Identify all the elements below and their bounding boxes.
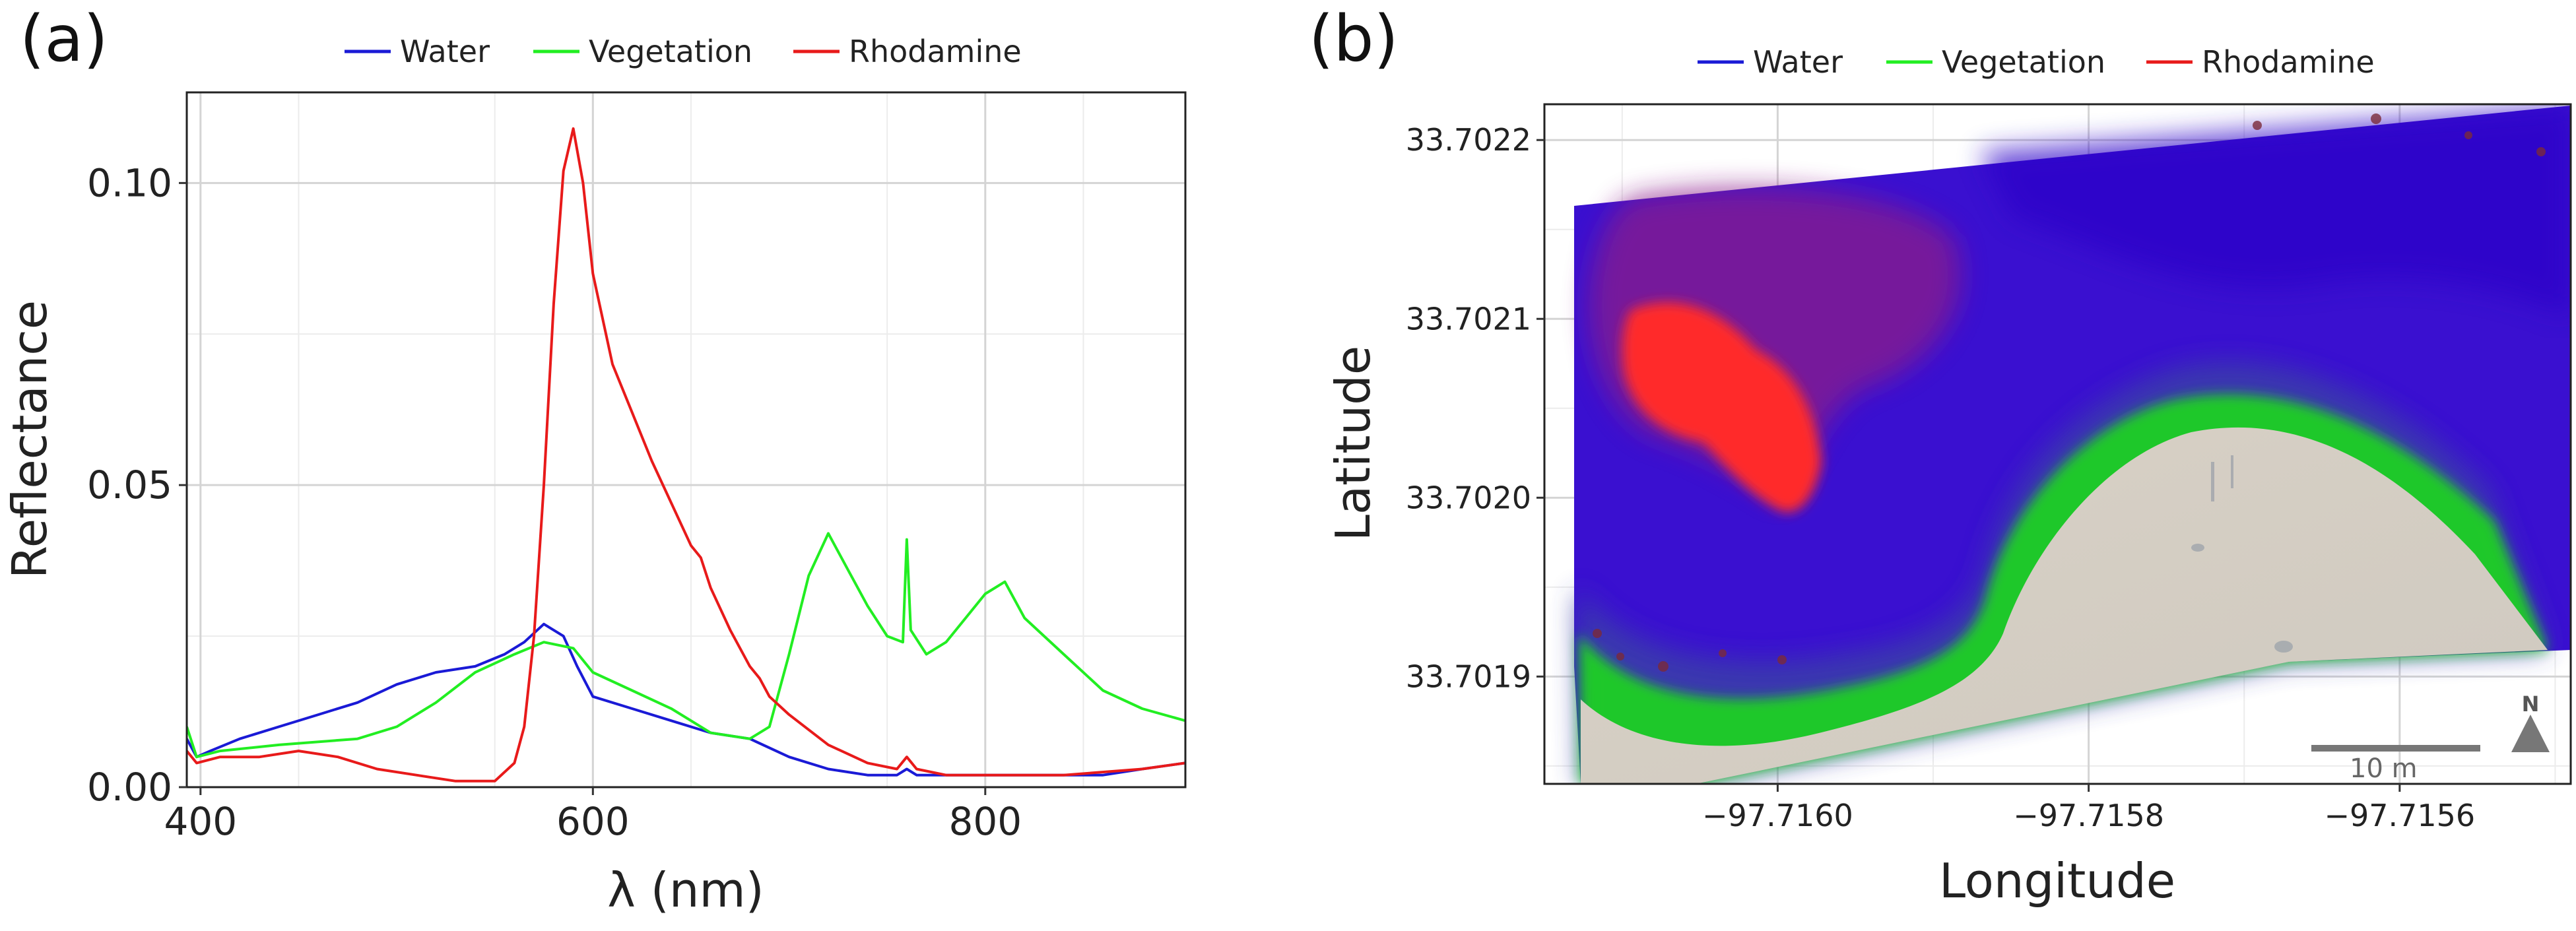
map-shore-feature (2274, 641, 2293, 653)
plot-frame-b (1543, 103, 2572, 785)
series-group-a (187, 127, 1185, 783)
map-shore (1581, 427, 2548, 784)
x-axis-title-b: Longitude (1939, 853, 2175, 909)
panel-b: (b) Water Vegetation Rhodamine (1309, 2, 2572, 909)
plot-frame-a (185, 91, 1187, 788)
legend-a: Water Vegetation Rhodamine (345, 34, 1022, 69)
x-tick-label-b: −97.7158 (2013, 798, 2164, 833)
panel-a-label: (a) (20, 2, 108, 76)
map-fleck (1658, 661, 1668, 672)
ticks-b: −97.7160 −97.7158 −97.7156 33.7019 33.7020 33… (1406, 122, 2475, 833)
x-tick-label-a: 400 (164, 799, 237, 844)
y-axis-title-b: Latitude (1325, 346, 1381, 541)
x-tick-label-a: 800 (948, 799, 1022, 844)
map-fleck (1616, 653, 1624, 660)
legend-a-rhodamine-label: Rhodamine (849, 34, 1022, 69)
map-fleck (1593, 629, 1602, 638)
north-label: N (2522, 691, 2540, 717)
y-tick-label-b: 33.7021 (1406, 301, 1531, 337)
map-fleck (2253, 121, 2262, 130)
panel-a: (a) Water Vegetation Rhodamine 400 600 800… (2, 2, 1187, 918)
legend-a-vegetation-label: Vegetation (589, 34, 752, 69)
y-tick-label-b: 33.7020 (1406, 480, 1531, 515)
north-arrow: N (2511, 691, 2550, 752)
plot-area-a (187, 92, 1185, 787)
x-tick-label-b: −97.7156 (2324, 798, 2475, 833)
x-axis-title-a: λ (nm) (607, 862, 764, 918)
y-tick-label-a: 0.10 (87, 160, 172, 205)
map-shore-features (2191, 455, 2293, 653)
map-fleck (1777, 655, 1787, 664)
map-shore-feature (2191, 544, 2204, 552)
y-tick-label-a: 0.00 (87, 765, 172, 810)
legend-b-rhodamine-label: Rhodamine (2202, 44, 2375, 80)
series-line-vegetation (187, 532, 1185, 759)
series-line-rhodamine (187, 127, 1185, 783)
x-tick-label-a: 600 (556, 799, 630, 844)
ticks-a: 400 600 800 0.00 0.05 0.10 (87, 160, 1022, 844)
y-axis-title-a: Reflectance (2, 300, 57, 579)
map-fleck (2464, 131, 2472, 139)
map-fleck (2536, 147, 2546, 156)
y-tick-label-b: 33.7019 (1406, 658, 1531, 694)
scale-bar-label: 10 m (2350, 754, 2418, 784)
y-tick-label-a: 0.05 (87, 463, 172, 507)
legend-a-water-label: Water (400, 34, 490, 69)
north-arrow-icon (2511, 715, 2550, 752)
map-shore-feature (2231, 455, 2233, 488)
classification-map (1574, 106, 2571, 784)
legend-b-water-label: Water (1753, 44, 1843, 80)
scale-bar: 10 m (2311, 745, 2480, 784)
map-shore-feature (2211, 462, 2214, 501)
map-rhodamine-core (1622, 302, 1822, 513)
panel-b-label: (b) (1309, 2, 1399, 76)
map-flecks (1593, 113, 2546, 672)
legend-b-vegetation-label: Vegetation (1942, 44, 2105, 80)
x-tick-label-b: −97.7160 (1702, 798, 1853, 833)
y-tick-label-b: 33.7022 (1406, 122, 1531, 158)
legend-b: Water Vegetation Rhodamine (1698, 44, 2375, 80)
map-fleck (2371, 113, 2381, 124)
map-fleck (1719, 649, 1727, 657)
map-deep-water (1980, 106, 2571, 317)
